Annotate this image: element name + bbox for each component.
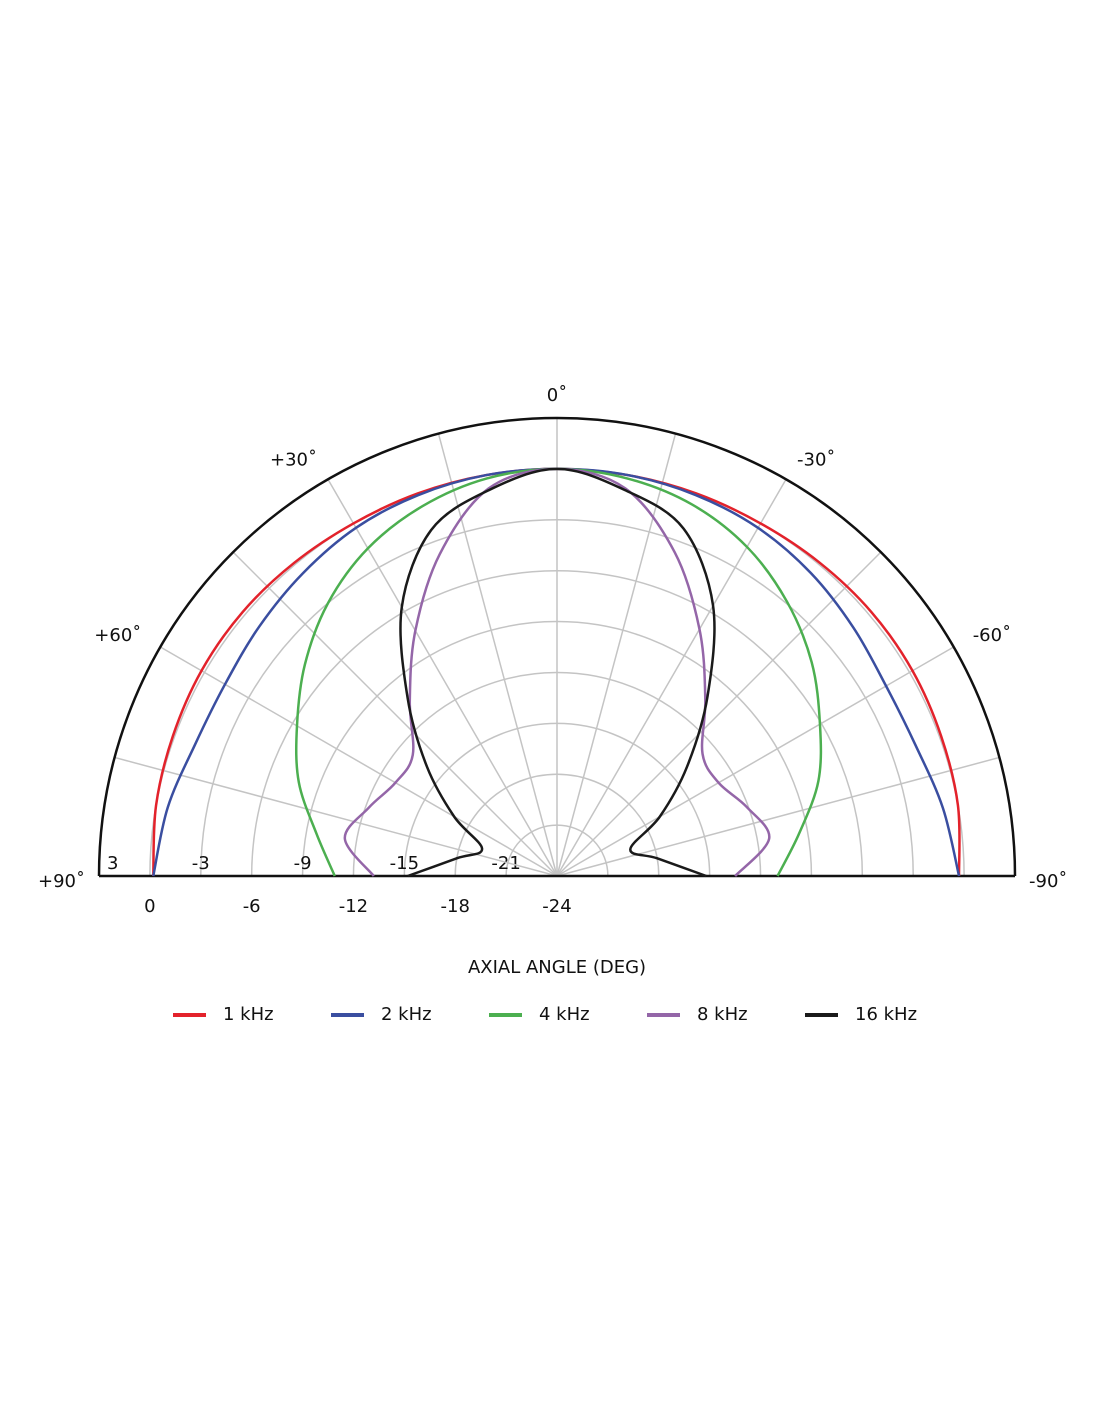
x-tick-label: +60˚ [94, 625, 141, 646]
legend-label: 8 kHz [697, 1004, 748, 1025]
legend-label: 2 kHz [381, 1004, 432, 1025]
y-tick-label: 3 [107, 853, 118, 874]
grid-spoke [556, 646, 955, 877]
x-tick-label: 0˚ [547, 385, 567, 406]
y-tick-label: -21 [491, 853, 520, 874]
y-tick-label: 0 [144, 896, 155, 917]
grid-spoke [556, 478, 787, 877]
y-tick-label: -9 [294, 853, 312, 874]
y-tick-label: -12 [339, 896, 368, 917]
legend-label: 4 kHz [539, 1004, 590, 1025]
x-tick-label: +90˚ [38, 871, 85, 892]
grid-spoke [114, 756, 558, 877]
series-line [399, 467, 716, 878]
grid-spoke [327, 478, 558, 877]
y-tick-label: -3 [192, 853, 210, 874]
y-tick-label: -18 [441, 896, 470, 917]
y-tick-label: -24 [542, 896, 571, 917]
x-tick-label: +30˚ [270, 449, 317, 470]
legend-label: 1 kHz [223, 1004, 274, 1025]
grid-spoke [556, 756, 1000, 877]
x-axis-label: AXIAL ANGLE (DEG) [468, 957, 646, 978]
x-tick-label: -90˚ [1029, 871, 1067, 892]
grid-spoke [556, 551, 882, 877]
x-tick-label: -60˚ [973, 625, 1011, 646]
y-tick-label: -6 [243, 896, 261, 917]
grid-spoke [159, 646, 558, 877]
grid-spoke [556, 433, 677, 877]
y-tick-label: -15 [390, 853, 419, 874]
outer-arc [97, 416, 1017, 877]
x-tick-label: -30˚ [797, 449, 835, 470]
legend-label: 16 kHz [855, 1004, 917, 1025]
grid-spoke [232, 551, 558, 877]
